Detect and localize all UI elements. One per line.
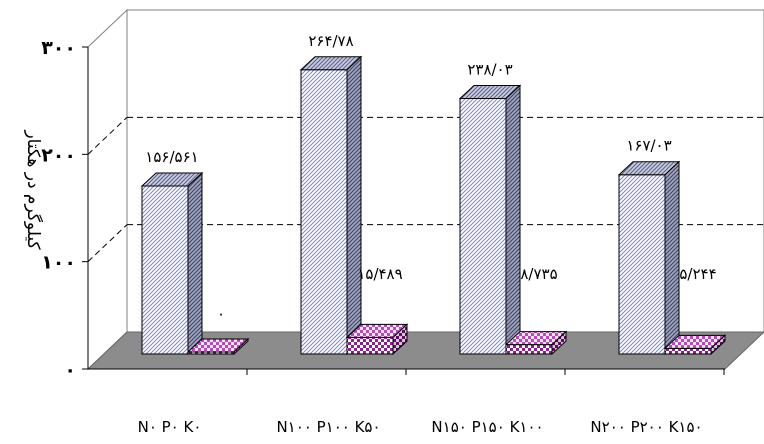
data-label: ۸/۷۳۵	[520, 265, 557, 283]
bar-side	[710, 334, 726, 356]
y-tick-label: ۱۰۰	[41, 252, 76, 274]
bar-front	[618, 174, 666, 355]
data-label: ۵/۲۴۴	[679, 265, 716, 283]
side-wall	[87, 8, 128, 371]
bar-front	[300, 69, 348, 355]
bar-front	[664, 347, 712, 355]
bar-side	[346, 55, 362, 356]
category-label: N۲۰۰ P۲۰۰ K۱۵۰	[590, 418, 702, 436]
data-label: ۱۵۶/۵۶۱	[145, 148, 198, 166]
category-label: N۱۰۰ P۱۰۰ K۵۰	[276, 418, 380, 436]
gridline-side	[87, 116, 128, 155]
bar-side	[505, 84, 521, 356]
data-label: ۰	[217, 305, 225, 323]
y-axis-label: کیلوگرم در هکتار	[23, 129, 44, 250]
data-label: ۲۶۴/۷۸	[308, 32, 353, 50]
category-label: N۱۵۰ P۱۵۰ K۱۰۰	[431, 418, 543, 436]
bar-side	[233, 337, 249, 356]
y-tick-label: ۰	[64, 359, 76, 381]
bar-front	[346, 336, 394, 355]
bar-side	[187, 171, 203, 356]
bar-front	[505, 344, 553, 355]
bar-front	[141, 185, 189, 355]
y-tick-label: ۲۰۰	[41, 144, 76, 166]
y-tick-label: ۳۰۰	[41, 37, 76, 59]
bar-side	[551, 330, 567, 356]
bar-front	[459, 98, 507, 355]
category-label: N۰ P۰ K۰	[138, 418, 202, 436]
data-label: ۲۳۸/۰۳	[467, 61, 512, 79]
data-label: ۱۶۷/۰۳	[626, 137, 671, 155]
bar-side	[392, 323, 408, 356]
data-label: ۱۵/۴۸۹	[357, 265, 402, 283]
gridline-side	[87, 224, 128, 263]
bar-side	[664, 160, 680, 356]
